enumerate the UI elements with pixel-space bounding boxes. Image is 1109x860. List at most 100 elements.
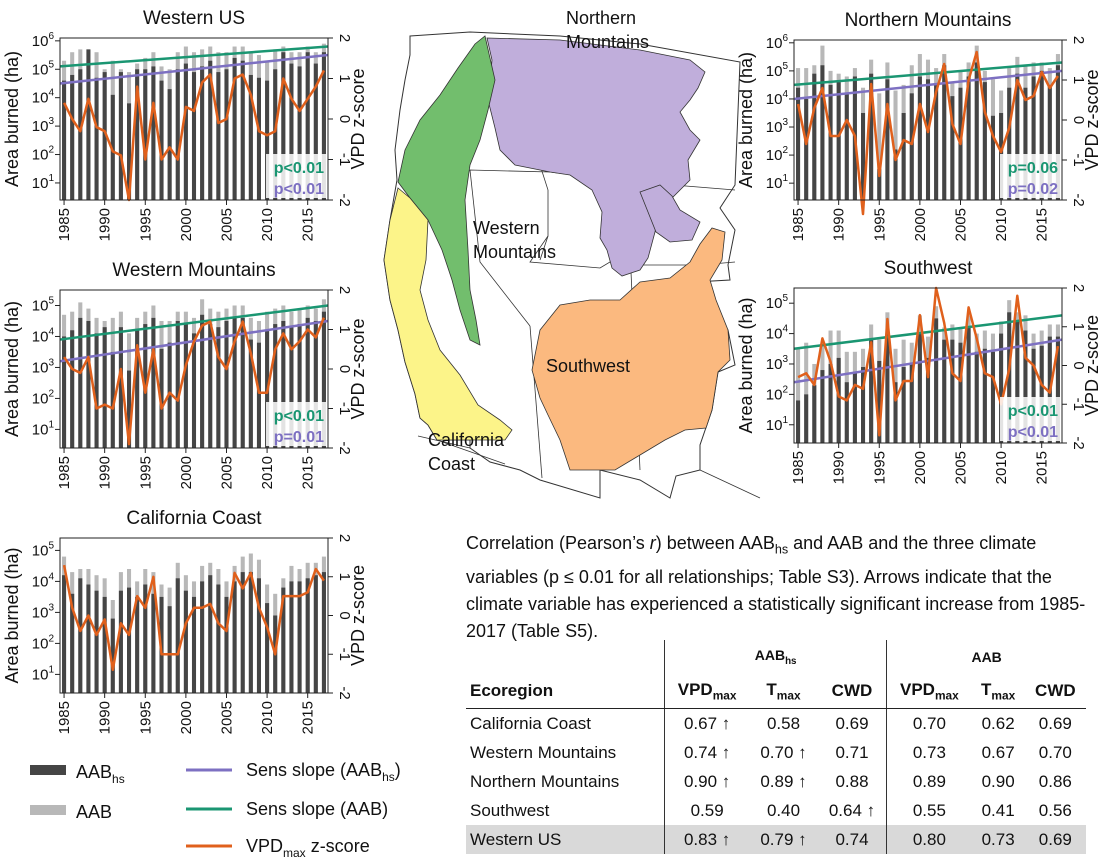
region-california-coast (383, 187, 513, 441)
legend-label-vpd: VPDmax z-score (246, 836, 370, 860)
map-label-northern-mountains-2: Mountains (566, 32, 649, 52)
region-western-mountains (397, 35, 496, 346)
bar-aab-hs (265, 80, 270, 200)
sens-slope-aab (59, 45, 329, 68)
y-tick-label: 103 (32, 602, 55, 621)
y2-axis-label: VPD z-score (348, 565, 368, 666)
bar-aab-hs (175, 320, 180, 448)
bar-aab-hs (305, 578, 310, 693)
cell: 0.69 (1038, 713, 1072, 733)
bar-aab-hs (224, 320, 229, 448)
y-tick-label: 101 (32, 664, 55, 683)
bar-aab-hs (232, 317, 237, 448)
y-tick-label: 105 (766, 293, 789, 312)
bar-aab-hs (1023, 87, 1028, 200)
x-tick-label: 2000 (912, 208, 929, 241)
bar-aab-hs (62, 575, 67, 693)
bar-aab-hs (78, 69, 83, 201)
y-tick-label: 102 (766, 384, 789, 403)
y2-tick-label: 1 (336, 74, 353, 82)
bar-aab-hs (950, 339, 955, 443)
bar-aab-hs (982, 348, 987, 443)
x-tick-label: 2015 (1034, 451, 1051, 484)
bar-aab-hs (321, 572, 326, 693)
x-tick-label: 2010 (259, 456, 276, 489)
cell: 0.88 (835, 771, 869, 791)
bar-aab-hs (102, 596, 107, 693)
y-axis-label: Area burned (ha) (736, 297, 756, 433)
bar-aab-hs (885, 79, 890, 200)
bar-aab-hs (102, 72, 107, 200)
bar-aab-hs (70, 593, 75, 693)
map-label-california-coast-1: California (428, 430, 505, 450)
bar-aab-hs (297, 324, 302, 448)
y-tick-label: 104 (32, 88, 55, 107)
cell: 0.67 ↑ (664, 708, 750, 738)
col-tmax-aab: Tmax (971, 674, 1025, 709)
bar-aab-hs (248, 339, 253, 448)
bar-aab (804, 342, 809, 443)
bar-aab-hs (183, 63, 188, 200)
x-tick-label: 2015 (300, 701, 317, 734)
x-tick-label: 1995 (871, 208, 888, 241)
x-tick-label: 2005 (218, 208, 235, 241)
bar-aab-hs (70, 74, 75, 200)
x-tick-label: 1990 (831, 208, 848, 241)
bar-aab-hs (950, 96, 955, 200)
legend-label-aab: AAB (76, 802, 112, 822)
p-value-box (1000, 154, 1060, 198)
bar-aab-hs (273, 324, 278, 448)
bar-aab-hs (999, 333, 1004, 443)
bar-aab-hs (836, 357, 841, 443)
x-tick-label: 2015 (300, 456, 317, 489)
y-tick-label: 105 (32, 59, 55, 78)
cell: 0.69 (1024, 825, 1086, 854)
bar-aab-hs (224, 69, 229, 201)
bar-aab-hs (958, 342, 963, 443)
cell: 0.55 (886, 796, 972, 825)
y-tick-label: 103 (766, 354, 789, 373)
y2-tick-label: 1 (1070, 323, 1087, 331)
bar-aab (877, 93, 882, 200)
bar-aab-hs (934, 318, 939, 443)
bar-aab-hs (966, 76, 971, 200)
map-label-southwest: Southwest (546, 356, 630, 376)
bar-aab-hs (151, 317, 156, 448)
bar-aab-hs (820, 370, 825, 443)
x-tick-label: 2005 (218, 701, 235, 734)
table-row: Western US 0.83 ↑ 0.79 ↑ 0.74 0.80 0.73 … (466, 825, 1086, 854)
bar-aab-hs (167, 606, 172, 693)
bar-aab-hs (94, 333, 99, 448)
bar-aab-hs (804, 98, 809, 200)
chart-panel-3: Northern Mountains 101 102 103 104 105 106 2 1 0 -… (736, 10, 1102, 241)
y2-tick-label: -1 (336, 153, 353, 166)
y-tick-label: 105 (32, 295, 55, 314)
x-tick-label: 1995 (137, 456, 154, 489)
x-tick-label: 1985 (56, 208, 73, 241)
x-tick-label: 2005 (952, 208, 969, 241)
bar-aab-hs (901, 112, 906, 200)
y-axis-label: Area burned (ha) (736, 52, 756, 188)
bar-aab-hs (990, 351, 995, 443)
cell: 0.73 (971, 825, 1025, 854)
x-tick-label: 1990 (97, 701, 114, 734)
bar-aab-hs (118, 590, 123, 693)
bar-aab-hs (893, 149, 898, 200)
y2-tick-label: -2 (336, 686, 353, 699)
y-tick-label: 104 (32, 326, 55, 345)
bar-aab-hs (289, 63, 294, 200)
bar-aab-hs (917, 76, 922, 200)
bar-aab-hs (127, 370, 132, 448)
bar-aab-hs (796, 400, 801, 443)
y2-tick-label: -1 (336, 402, 353, 415)
chart-title: Southwest (884, 258, 973, 279)
y-tick-label: 101 (32, 173, 55, 192)
bar-aab-hs (135, 596, 140, 693)
legend: AABhs AAB Sens slope (AABhs) Sens slope … (30, 760, 401, 860)
y-tick-label: 103 (766, 117, 789, 136)
bar-aab-hs (820, 65, 825, 201)
group-aab-hs: AABhs (663, 640, 887, 674)
bar-aab-hs (86, 49, 91, 200)
map-label-western-mountains-1: Western (473, 218, 540, 238)
bar-aab-hs (1023, 330, 1028, 443)
